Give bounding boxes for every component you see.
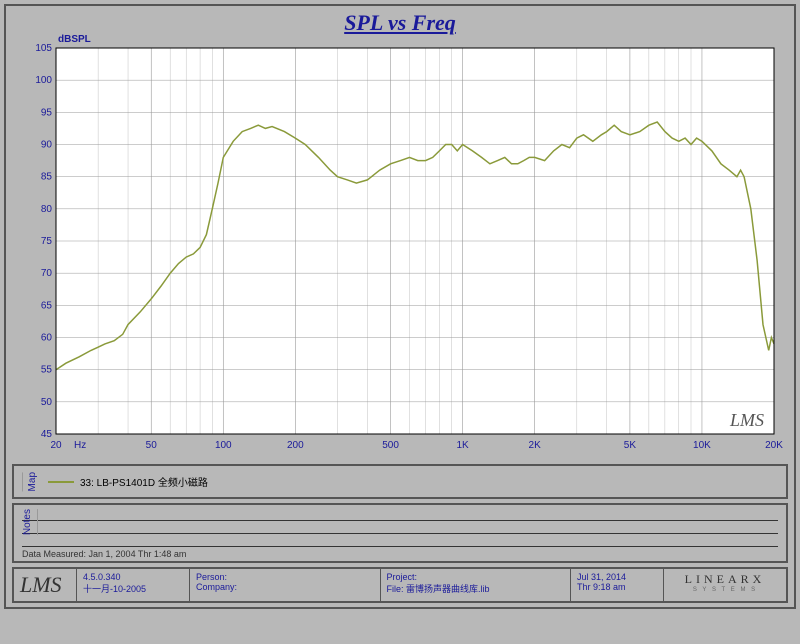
svg-text:90: 90	[41, 140, 53, 151]
svg-text:1K: 1K	[457, 440, 470, 451]
svg-text:5K: 5K	[624, 440, 637, 451]
svg-text:2K: 2K	[529, 440, 542, 451]
footer-date: Jul 31, 2014	[577, 572, 657, 582]
svg-text:200: 200	[287, 440, 304, 451]
svg-text:20: 20	[50, 440, 62, 451]
legend-side-label: Map	[22, 472, 38, 491]
lms-logo: LMS	[20, 572, 62, 597]
notes-panel: Notes Data Measured: Jan 1, 2004 Thr 1:4…	[12, 503, 788, 563]
person-label: Person:	[196, 572, 374, 582]
svg-text:20K: 20K	[765, 440, 783, 451]
legend-text: 33: LB-PS1401D 全频小磁路	[80, 474, 208, 489]
svg-text:65: 65	[41, 300, 53, 311]
svg-text:500: 500	[382, 440, 399, 451]
svg-text:70: 70	[41, 268, 53, 279]
svg-text:45: 45	[41, 429, 53, 440]
svg-text:100: 100	[215, 440, 232, 451]
svg-text:50: 50	[41, 397, 53, 408]
svg-text:60: 60	[41, 333, 53, 344]
svg-text:50: 50	[146, 440, 158, 451]
project-label: Project:	[387, 572, 565, 582]
spl-chart: 45 50 55 60 65 70 75 80 85 90 95 100 105 20 50 100 200 50…	[16, 38, 786, 458]
chart-area: dBSPL 4550556065707580859095100105205010…	[16, 38, 784, 458]
svg-text:55: 55	[41, 365, 53, 376]
svg-text:75: 75	[41, 236, 53, 247]
company-label: Company:	[196, 582, 374, 592]
chart-window: SPL vs Freq dBSPL 45 50 55 60 65 70 75 80 85 90 95…	[4, 4, 796, 609]
svg-text:LMS: LMS	[729, 410, 764, 430]
svg-text:100: 100	[35, 75, 52, 86]
brand-sub: S Y S T E M S	[670, 587, 780, 593]
footer-time: Thr 9:18 am	[577, 582, 657, 592]
svg-text:10K: 10K	[693, 440, 711, 451]
note-line	[22, 522, 778, 534]
note-line	[22, 535, 778, 547]
version: 4.5.0.340	[83, 572, 183, 582]
data-measured: Data Measured: Jan 1, 2004 Thr 1:48 am	[22, 549, 778, 559]
footer: LMS 4.5.0.340 十一月-10-2005 Person: Compan…	[12, 567, 788, 603]
version-date: 十一月-10-2005	[83, 582, 183, 595]
chart-title: SPL vs Freq	[6, 6, 794, 38]
legend-panel: Map 33: LB-PS1401D 全频小磁路	[12, 464, 788, 499]
note-line	[22, 509, 778, 521]
notes-side-label: Notes	[22, 509, 38, 535]
svg-text:105: 105	[35, 43, 52, 54]
svg-text:85: 85	[41, 172, 53, 183]
brand-logo: LINEARX	[670, 572, 780, 587]
svg-text:80: 80	[41, 204, 53, 215]
svg-text:95: 95	[41, 107, 53, 118]
y-axis-label: dBSPL	[58, 34, 91, 45]
svg-text:Hz: Hz	[74, 440, 86, 451]
file-label: File: 雷博扬声器曲线库.lib	[387, 582, 565, 595]
legend-swatch	[48, 481, 74, 483]
